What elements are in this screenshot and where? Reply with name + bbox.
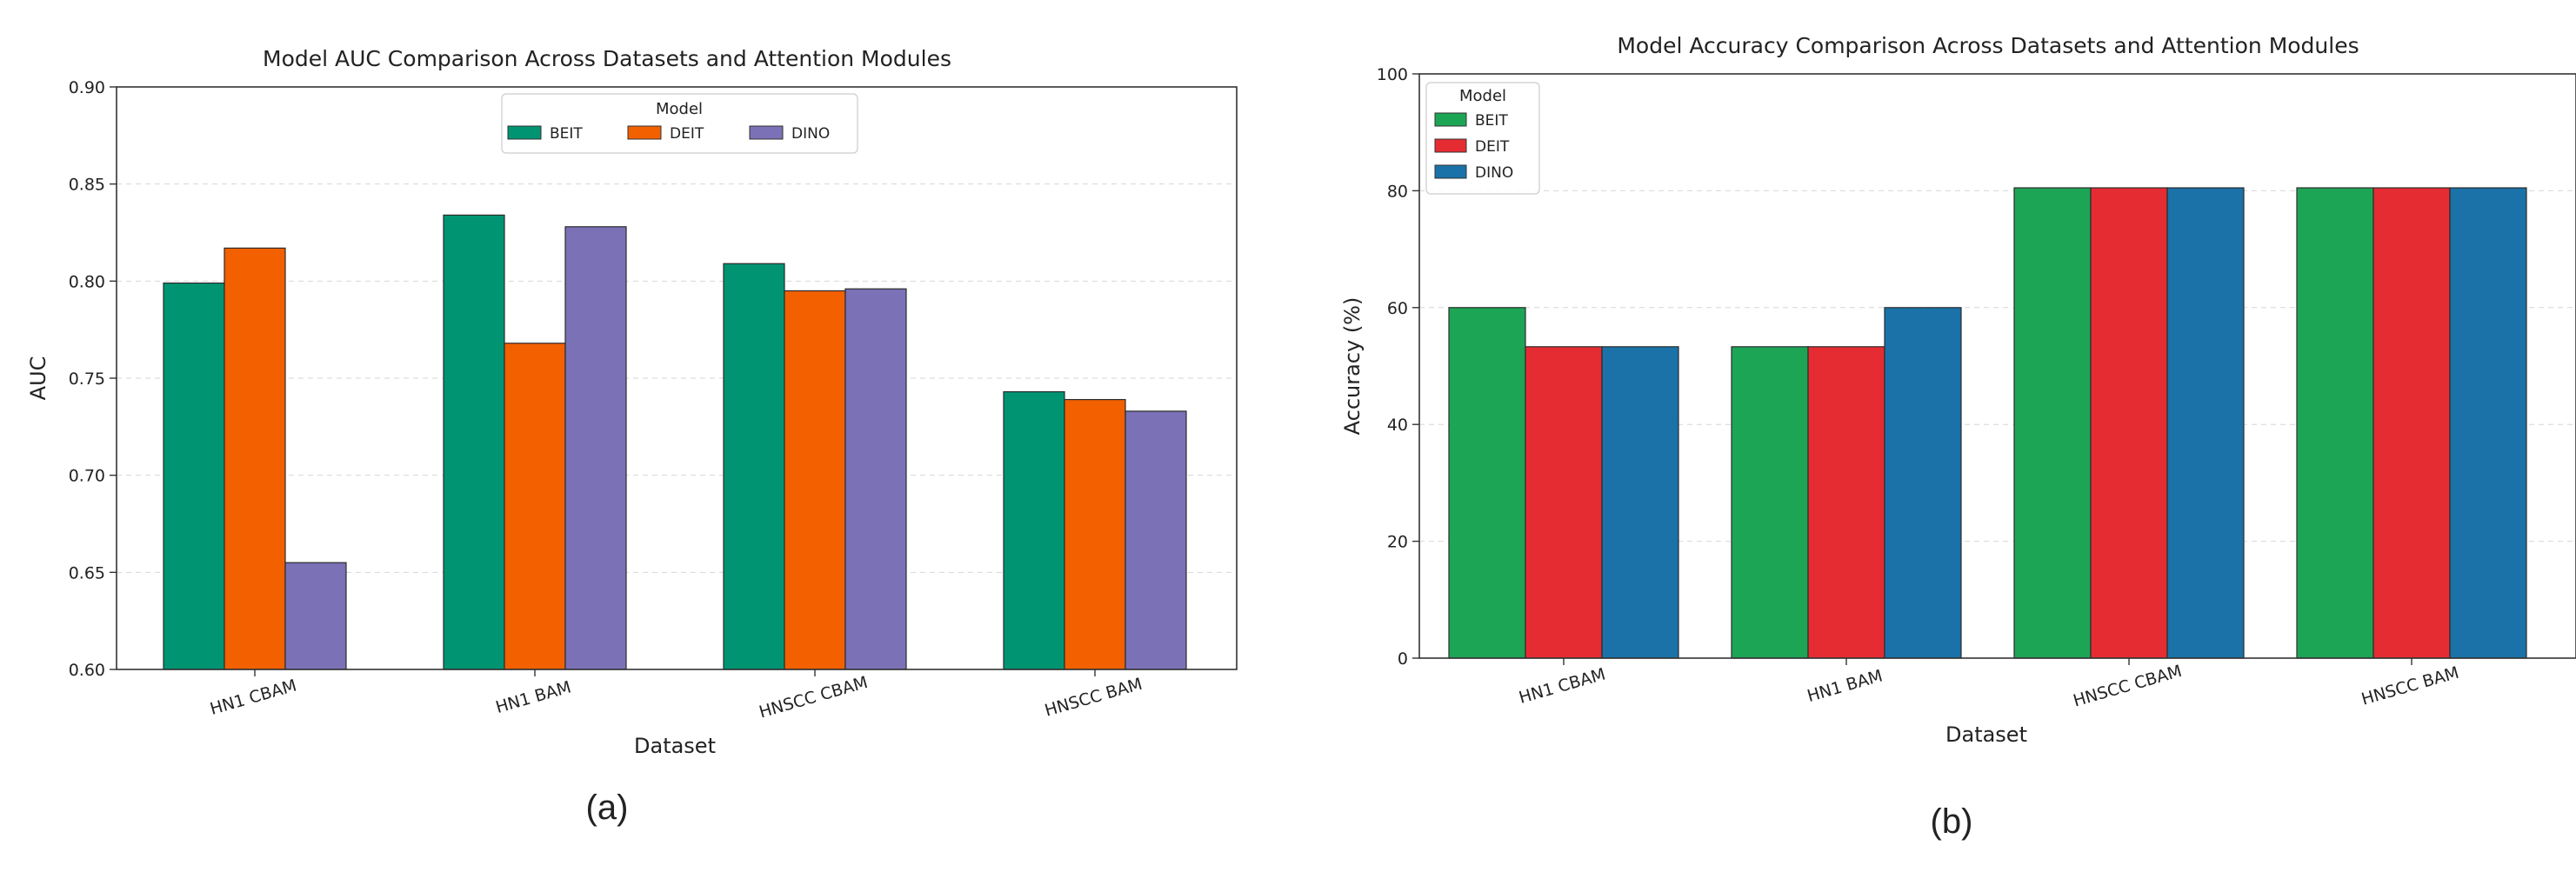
accuracy-bar-beit-hn1-cbam — [1448, 307, 1526, 659]
auc-x-tick-label-hnscc-bam: HNSCC BAM — [1043, 675, 1145, 721]
accuracy-y-tick-label: 0 — [1398, 649, 1408, 669]
accuracy-y-ticks: 0 20 40 60 80 100 — [1377, 65, 1419, 669]
accuracy-y-tick-label: 20 — [1387, 533, 1408, 552]
accuracy-chart: Model Accuracy Comparison Across Dataset… — [1340, 33, 2576, 841]
accuracy-chart-title: Model Accuracy Comparison Across Dataset… — [1617, 33, 2359, 58]
auc-bar-dino-hnscc-bam — [1124, 410, 1187, 670]
auc-bar-dino-hnscc-cbam — [844, 288, 907, 670]
auc-bar-deit-hnscc-cbam — [784, 290, 846, 670]
auc-y-tick-label: 0.90 — [69, 78, 105, 97]
auc-x-tick-label-hn1-cbam: HN1 CBAM — [208, 676, 298, 719]
accuracy-bar-deit-hn1-cbam — [1525, 346, 1603, 659]
accuracy-y-tick-label: 80 — [1387, 182, 1408, 201]
auc-x-ticks: HN1 CBAM HN1 BAM HNSCC CBAM HNSCC BAM — [208, 669, 1145, 722]
accuracy-legend-swatch-deit — [1434, 138, 1467, 153]
auc-legend-swatch-deit — [627, 125, 662, 140]
accuracy-legend-swatch-beit — [1434, 112, 1467, 127]
auc-legend-title: Model — [656, 100, 703, 118]
accuracy-x-ticks: HN1 CBAM HN1 BAM HNSCC CBAM HNSCC BAM — [1517, 658, 2461, 711]
panel-a-caption: (a) — [586, 789, 629, 827]
accuracy-bar-beit-hn1-bam — [1731, 346, 1809, 659]
accuracy-y-axis-label: Accuracy (%) — [1340, 297, 1365, 436]
accuracy-legend: Model BEIT DEIT DINO — [1425, 82, 1540, 195]
auc-y-tick-label: 0.75 — [69, 369, 105, 389]
auc-bar-beit-hnscc-cbam — [723, 263, 785, 670]
auc-x-tick-label-hnscc-cbam: HNSCC CBAM — [757, 673, 870, 722]
auc-legend-label-dino: DINO — [791, 125, 830, 143]
auc-legend-swatch-beit — [507, 125, 542, 140]
auc-y-tick-label: 0.85 — [69, 176, 105, 195]
accuracy-bar-dino-hnscc-cbam — [2166, 187, 2245, 659]
auc-bars — [163, 214, 1187, 670]
auc-x-axis-label: Dataset — [634, 734, 716, 758]
accuracy-x-axis-label: Dataset — [1945, 722, 2027, 747]
auc-y-ticks: 0.60 0.65 0.70 0.75 0.80 0.85 0.90 — [69, 78, 117, 680]
accuracy-legend-label-dino: DINO — [1475, 164, 1513, 182]
auc-bar-beit-hnscc-bam — [1003, 391, 1065, 670]
accuracy-legend-swatch-dino — [1434, 164, 1467, 179]
accuracy-bar-beit-hnscc-cbam — [2013, 187, 2092, 659]
auc-legend: Model BEIT DEIT DINO — [501, 93, 858, 154]
accuracy-plot-frame — [1418, 73, 2576, 659]
auc-y-tick-label: 0.60 — [69, 661, 105, 680]
auc-bar-beit-hn1-cbam — [163, 282, 225, 670]
accuracy-x-tick-label-hn1-bam: HN1 BAM — [1805, 666, 1885, 706]
auc-y-tick-label: 0.70 — [69, 467, 105, 486]
panel-b-caption: (b) — [1931, 802, 1973, 841]
auc-x-tick-label-hn1-bam: HN1 BAM — [494, 677, 574, 717]
auc-legend-label-beit: BEIT — [550, 125, 583, 143]
accuracy-bar-dino-hn1-bam — [1884, 307, 1962, 659]
accuracy-legend-label-beit: BEIT — [1475, 112, 1508, 130]
accuracy-legend-title: Model — [1459, 87, 1506, 105]
auc-bar-deit-hn1-cbam — [224, 247, 286, 670]
accuracy-bar-deit-hn1-bam — [1807, 346, 1885, 659]
accuracy-bar-beit-hnscc-bam — [2296, 187, 2374, 659]
auc-bar-dino-hn1-bam — [564, 226, 627, 670]
auc-y-axis-label: AUC — [26, 356, 50, 401]
accuracy-legend-label-deit: DEIT — [1475, 138, 1510, 156]
accuracy-x-tick-label-hnscc-cbam: HNSCC CBAM — [2071, 662, 2184, 711]
auc-bar-deit-hnscc-bam — [1064, 398, 1126, 670]
auc-chart: Model AUC Comparison Across Datasets and… — [26, 46, 1238, 827]
accuracy-y-tick-label: 40 — [1387, 416, 1408, 435]
auc-chart-title: Model AUC Comparison Across Datasets and… — [263, 46, 951, 71]
auc-bar-deit-hn1-bam — [504, 343, 566, 670]
auc-y-tick-label: 0.65 — [69, 563, 105, 582]
accuracy-y-tick-label: 100 — [1377, 65, 1408, 84]
auc-bar-beit-hn1-bam — [443, 214, 505, 670]
accuracy-x-tick-label-hnscc-bam: HNSCC BAM — [2359, 663, 2461, 709]
auc-legend-swatch-dino — [749, 125, 784, 140]
auc-bar-dino-hn1-cbam — [284, 562, 347, 670]
accuracy-x-tick-label-hn1-cbam: HN1 CBAM — [1517, 665, 1607, 708]
accuracy-bar-deit-hnscc-cbam — [2090, 187, 2168, 659]
accuracy-bar-dino-hn1-cbam — [1601, 346, 1679, 659]
accuracy-y-tick-label: 60 — [1387, 299, 1408, 318]
auc-legend-label-deit: DEIT — [670, 125, 704, 143]
accuracy-bars — [1448, 187, 2527, 659]
accuracy-bar-deit-hnscc-bam — [2372, 187, 2451, 659]
accuracy-bar-dino-hnscc-bam — [2449, 187, 2527, 659]
auc-y-tick-label: 0.80 — [69, 272, 105, 291]
